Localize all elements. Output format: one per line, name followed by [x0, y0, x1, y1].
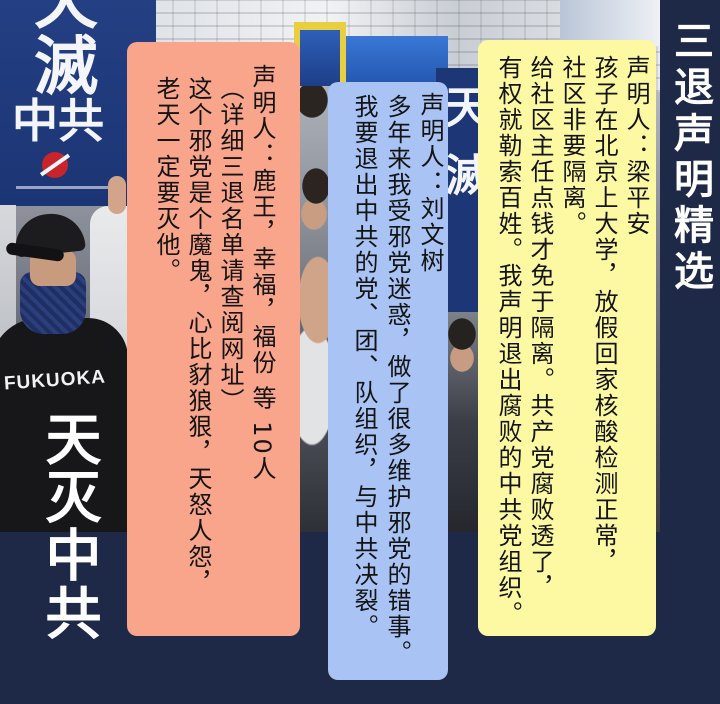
poster-title: 三退声明精选: [667, 20, 713, 296]
statement-line: 老天一定要灭他。: [152, 76, 180, 284]
emblem-icon: [42, 152, 68, 178]
statement-signer: 声明人：刘文树: [416, 92, 444, 274]
statement-line: 孩子在北京上大学，放假回家核酸检测正常，: [590, 55, 618, 575]
statement-line: 社区非要隔离。: [558, 55, 586, 237]
statement-line: 有权就勒索百姓。我声明退出腐败的中共党组织。: [494, 55, 522, 627]
banner-text: 中共: [12, 94, 104, 148]
statement-line: （详细三退名单请查阅网址）: [216, 76, 244, 414]
photo-building-right: [560, 0, 660, 46]
protester-shirt: [0, 318, 128, 532]
statement-signer: 声明人：梁平安: [622, 55, 650, 237]
statement-card-orange: 声明人：鹿王，幸福，福份 等 10人 （详细三退名单请查阅网址） 这个邪党是个魔…: [127, 42, 300, 636]
banner-fine-print: [16, 186, 126, 189]
statement-line: 这个邪党是个魔鬼，心比豺狼狠，天怒人怨，: [184, 76, 212, 596]
statement-card-yellow: 声明人：梁平安 孩子在北京上大学，放假回家核酸检测正常， 社区非要隔离。 给社区…: [478, 40, 656, 636]
statement-signer: 声明人：鹿王，幸福，福份 等 10人: [248, 64, 276, 482]
raised-hand: [108, 176, 126, 214]
street-sign: [346, 36, 448, 84]
crowd: [444, 312, 480, 532]
statement-line: 给社区主任点钱才免于隔离。共产党腐败透了，: [526, 55, 554, 601]
statement-line: 多年来我受邪党迷惑，做了很多维护邪党的错事。: [383, 94, 411, 666]
billboard-panel: [300, 30, 340, 86]
banner-text: 天滅: [23, 0, 97, 98]
slogan: 天灭中共: [36, 410, 101, 642]
statement-card-blue: 声明人：刘文树 多年来我受邪党迷惑，做了很多维护邪党的错事。 我要退出中共的党、…: [328, 82, 448, 680]
statement-line: 我要退出中共的党、团、队组织，与中共决裂。: [350, 94, 378, 640]
